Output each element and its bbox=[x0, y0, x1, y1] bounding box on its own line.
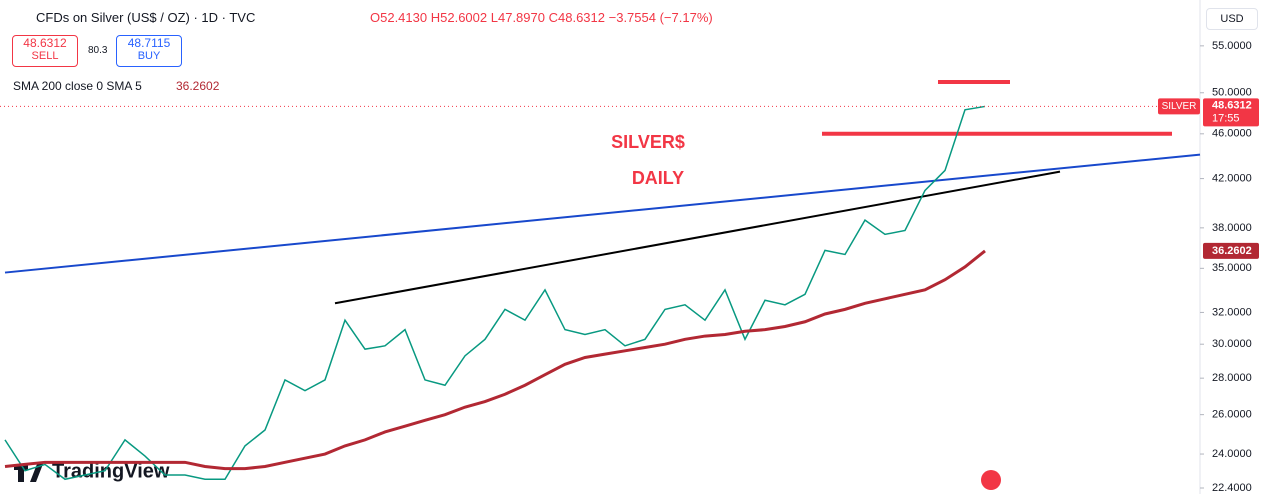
low: L47.8970 bbox=[490, 10, 545, 25]
drawing-line bbox=[4, 153, 1201, 274]
y-tick-label: 24.0000 bbox=[1212, 448, 1252, 460]
annotation: DAILY bbox=[632, 168, 684, 188]
close: C48.6312 bbox=[548, 10, 605, 25]
buy-button[interactable]: 48.7115 BUY bbox=[116, 35, 182, 67]
high: H52.6002 bbox=[430, 10, 488, 25]
drawing-line bbox=[334, 170, 1061, 305]
last-price-box bbox=[1203, 98, 1259, 127]
y-tick-label: 22.4000 bbox=[1212, 482, 1252, 494]
last-price-label: 48.6312 bbox=[1212, 99, 1252, 111]
open: O52.4130 bbox=[370, 10, 428, 25]
sell-label: SELL bbox=[31, 50, 59, 62]
symbol: CFDs on Silver (US$ / OZ) · 1D · TVC bbox=[36, 10, 256, 25]
sell-price: 48.6312 bbox=[23, 36, 67, 50]
spread: 80.3 bbox=[88, 45, 108, 56]
last-price-tag: SILVER bbox=[1162, 101, 1197, 112]
y-tick-label: 35.0000 bbox=[1212, 262, 1252, 274]
y-tick-label: 46.0000 bbox=[1212, 128, 1252, 140]
countdown: 17:55 bbox=[1212, 112, 1240, 124]
last-price-tag-bg bbox=[1158, 98, 1200, 115]
ohlc: O52.4130 H52.6002 L47.8970 C48.6312 −3.7… bbox=[370, 10, 713, 25]
sell-button[interactable]: 48.6312 SELL bbox=[12, 35, 78, 67]
change: −3.7554 (−7.17%) bbox=[608, 10, 713, 25]
y-tick-label: 26.0000 bbox=[1212, 409, 1252, 421]
indicator: SMA 200 close 0 SMA 5 bbox=[13, 79, 142, 93]
y-tick-label: 38.0000 bbox=[1212, 222, 1252, 234]
buy-label: BUY bbox=[137, 50, 161, 62]
logo: TradingView bbox=[52, 460, 170, 482]
indicator-value: 36.2602 bbox=[176, 79, 220, 93]
y-tick-label: 32.0000 bbox=[1212, 306, 1252, 318]
series-line bbox=[4, 105, 986, 481]
y-tick-label: 42.0000 bbox=[1212, 172, 1252, 184]
buy-price: 48.7115 bbox=[127, 36, 171, 50]
sma-price-box bbox=[1203, 242, 1259, 259]
y-tick-label: 55.0000 bbox=[1212, 40, 1252, 52]
currency-button[interactable]: USD bbox=[1206, 8, 1258, 30]
y-tick-label: 50.0000 bbox=[1212, 87, 1252, 99]
annotation: SILVER$ bbox=[611, 132, 685, 152]
series-line bbox=[4, 249, 986, 471]
y-tick-label: 30.0000 bbox=[1212, 338, 1252, 350]
y-tick-label: 28.0000 bbox=[1212, 372, 1252, 384]
sma-price-label: 36.2602 bbox=[1212, 245, 1252, 257]
logo-icon bbox=[14, 464, 43, 482]
event-icon bbox=[981, 470, 1001, 490]
